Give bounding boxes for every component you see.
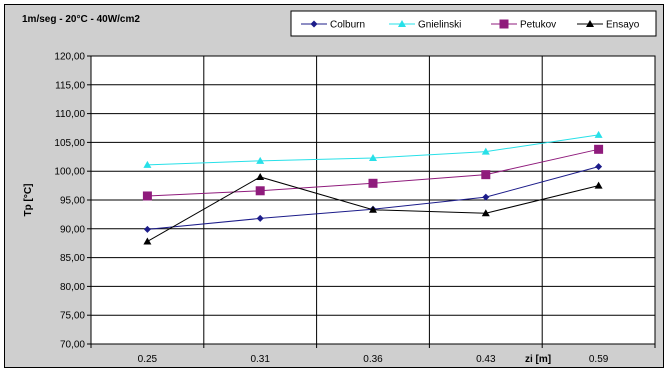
chart-title: 1m/seg - 20°C - 40W/cm2 [22,14,140,25]
legend-marker-colburn [310,20,318,28]
data-point-colburn [143,225,151,233]
legend-label-colburn: Colburn [330,20,365,31]
x-axis-label: zi [m] [525,354,551,365]
data-point-gnielinski [256,156,265,164]
y-tick-label: 115,00 [55,80,85,91]
x-tick-label: 0.59 [589,354,609,365]
series-gnielinski [143,130,603,168]
data-point-gnielinski [369,153,377,161]
chart-frame: 1m/seg - 20°C - 40W/cm2 70,00 75,00 80,00 8… [4,4,664,368]
legend-label-petukov: Petukov [520,20,556,31]
data-point-petukov [481,170,491,180]
x-tick-label: 0.25 [138,354,158,365]
data-point-ensayo [256,172,265,180]
data-point-petukov [142,191,152,201]
series-ensayo [143,172,603,245]
x-tick-label: 0.43 [476,354,496,365]
y-tick-label: 95,00 [60,196,85,207]
data-point-petukov [368,178,378,188]
y-tick-label: 75,00 [60,311,85,322]
data-point-gnielinski [143,160,152,168]
x-tick-label: 0.31 [250,354,270,365]
legend: Colburn Gnielinski Petukov Ensayo [290,10,657,37]
legend-marker-ensayo [586,20,594,27]
data-point-petukov [594,144,604,154]
data-point-ensayo [369,205,377,213]
y-tick-labels: 70,00 75,00 80,00 85,00 90,00 95,00 100,00 105,… [54,52,85,351]
y-tick-label: 70,00 [60,340,85,351]
legend-marker-gnielinski [398,20,406,27]
legend-label-gnielinski: Gnielinski [418,20,461,31]
y-tick-label: 105,00 [54,138,85,149]
y-axis-label: Tp [°C] [23,184,34,217]
y-tick-label: 90,00 [60,224,85,235]
horizontal-gridlines [87,55,655,345]
y-tick-label: 80,00 [60,282,85,293]
data-point-colburn [595,163,603,171]
data-point-ensayo [594,181,603,189]
legend-marker-petukov [499,19,509,29]
data-point-ensayo [143,237,152,245]
data-point-petukov [255,186,265,196]
y-tick-label: 100,00 [54,167,85,178]
y-tick-label: 110,00 [55,109,85,120]
data-point-colburn [256,214,264,222]
chart-svg: 1m/seg - 20°C - 40W/cm2 70,00 75,00 80,00 8… [22,10,657,365]
x-tick-label: 0.36 [363,354,383,365]
data-point-colburn [482,193,490,201]
series-layer [142,130,604,245]
series-petukov [142,144,604,201]
y-tick-label: 120,00 [54,52,85,63]
data-point-gnielinski [594,130,603,138]
data-point-gnielinski [481,147,490,155]
legend-label-ensayo: Ensayo [606,20,640,31]
x-tick-labels: 0.25 0.31 0.36 0.43 0.59 [138,354,609,365]
data-point-ensayo [481,209,490,217]
y-tick-label: 85,00 [60,253,85,264]
